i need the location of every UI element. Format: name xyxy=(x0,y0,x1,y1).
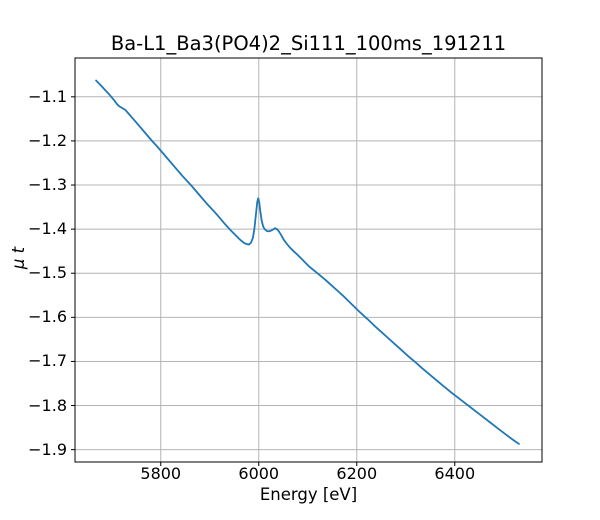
y-tick-label: −1.5 xyxy=(28,263,67,283)
y-tick-label: −1.4 xyxy=(28,219,67,239)
y-tick-label: −1.1 xyxy=(28,86,67,106)
chart-title: Ba-L1_Ba3(PO4)2_Si111_100ms_191211 xyxy=(110,32,507,55)
x-tick-label: 5800 xyxy=(140,464,182,483)
y-tick-label: −1.8 xyxy=(28,395,67,415)
y-tick-label: −1.2 xyxy=(28,130,67,150)
y-tick-label: −1.3 xyxy=(28,175,67,195)
y-tick-label: −1.7 xyxy=(28,351,67,371)
y-tick-label: −1.6 xyxy=(28,307,67,327)
x-tick-label: 6000 xyxy=(238,464,280,483)
x-tick-label: 6200 xyxy=(336,464,378,483)
x-tick-label: 6400 xyxy=(434,464,476,483)
data-line xyxy=(95,79,520,445)
x-axis-label: Energy [eV] xyxy=(259,485,358,504)
plot-box xyxy=(74,57,543,463)
y-tick-label: −1.9 xyxy=(28,439,67,459)
